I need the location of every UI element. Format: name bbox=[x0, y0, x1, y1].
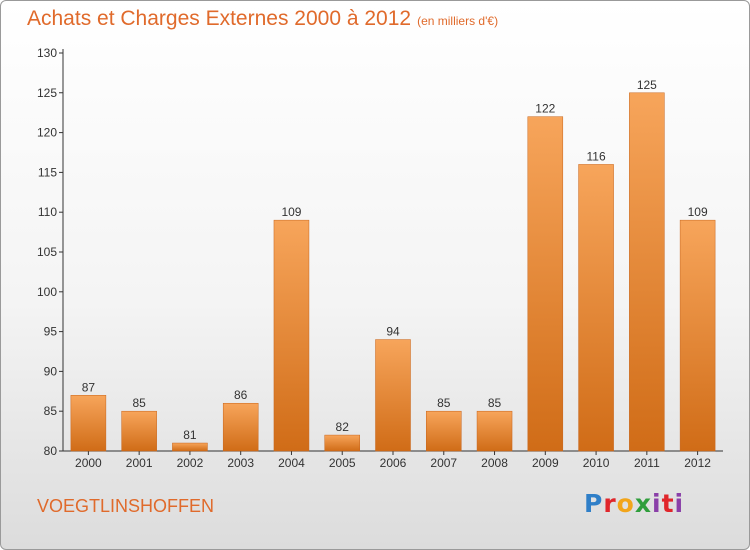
bar bbox=[578, 164, 614, 452]
bar-value-label: 125 bbox=[637, 78, 657, 92]
x-tick-label: 2006 bbox=[380, 456, 407, 470]
y-tick-label: 105 bbox=[37, 245, 57, 259]
bar bbox=[426, 410, 462, 452]
commune-name: VOEGTLINSHOFFEN bbox=[37, 496, 215, 516]
bar bbox=[527, 116, 564, 452]
chart-title-text: Achats et Charges Externes 2000 à 2012 bbox=[27, 7, 412, 30]
bar bbox=[476, 410, 513, 452]
y-tick-label: 90 bbox=[44, 364, 58, 378]
y-tick-label: 80 bbox=[44, 444, 58, 458]
bar-value-label: 86 bbox=[234, 388, 248, 402]
bar-value-label: 87 bbox=[82, 380, 96, 394]
bar-value-label: 85 bbox=[488, 396, 502, 410]
bar-value-label: 122 bbox=[535, 102, 555, 116]
chart-bars: 87 85 81 86 109 82 94 85 85 122 116 125 109 bbox=[70, 78, 716, 452]
x-tick-label: 2010 bbox=[583, 456, 610, 470]
x-tick-label: 2009 bbox=[532, 456, 559, 470]
x-tick-label: 2003 bbox=[227, 456, 254, 470]
x-tick-label: 2000 bbox=[75, 456, 102, 470]
x-tick-label: 2007 bbox=[430, 456, 457, 470]
y-tick-label: 100 bbox=[37, 285, 57, 299]
bar bbox=[629, 92, 665, 452]
x-tick-label: 2011 bbox=[634, 456, 660, 470]
y-tick-label: 115 bbox=[38, 165, 57, 179]
y-tick-label: 110 bbox=[38, 205, 57, 219]
bar bbox=[375, 339, 411, 452]
x-tick-label: 2002 bbox=[177, 456, 204, 470]
bar-value-label: 81 bbox=[183, 428, 197, 442]
proxiti-logo: Proxiti bbox=[584, 489, 685, 518]
x-tick-label: 2012 bbox=[684, 456, 711, 470]
chart-subtitle: (en milliers d'€) bbox=[417, 14, 499, 28]
bar bbox=[172, 442, 208, 452]
bar-value-label: 82 bbox=[336, 420, 350, 434]
y-tick-label: 95 bbox=[44, 325, 58, 339]
y-tick-label: 120 bbox=[37, 126, 57, 140]
bar bbox=[324, 434, 360, 452]
bar bbox=[70, 395, 107, 452]
bar-value-label: 116 bbox=[587, 149, 606, 163]
bar bbox=[222, 402, 259, 452]
bar-value-label: 85 bbox=[132, 396, 146, 410]
bar bbox=[273, 219, 310, 452]
bar-value-label: 85 bbox=[437, 396, 451, 410]
x-tick-label: 2005 bbox=[329, 456, 356, 470]
bar bbox=[679, 219, 716, 452]
x-tick-label: 2004 bbox=[278, 456, 305, 470]
y-tick-label: 125 bbox=[37, 86, 57, 100]
bar-value-label: 109 bbox=[688, 205, 708, 219]
bar bbox=[121, 410, 157, 452]
y-tick-label: 85 bbox=[44, 404, 58, 418]
chart-title: Achats et Charges Externes 2000 à 2012 (e… bbox=[27, 7, 498, 31]
x-tick-label: 2008 bbox=[481, 456, 508, 470]
bar-value-label: 109 bbox=[281, 205, 301, 219]
x-tick-label: 2001 bbox=[126, 456, 153, 470]
y-tick-label: 130 bbox=[37, 46, 57, 60]
bar-value-label: 94 bbox=[386, 325, 400, 339]
